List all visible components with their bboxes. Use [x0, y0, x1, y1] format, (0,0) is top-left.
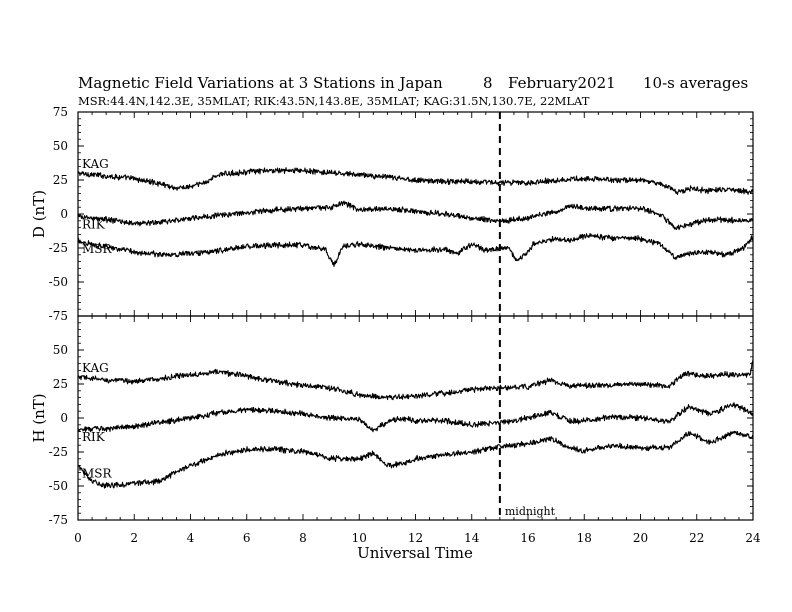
x-tick-label: 0 [74, 531, 82, 545]
chart-day: 8 [483, 74, 493, 92]
y-tick-label: 75 [53, 105, 68, 119]
y-tick-label: 50 [53, 343, 68, 357]
y-axis-label: H (nT) [30, 393, 48, 442]
y-tick-label: 25 [53, 377, 68, 391]
x-tick-label: 20 [633, 531, 648, 545]
series-label-kag: KAG [82, 157, 109, 171]
series-line-rik [77, 200, 754, 231]
y-tick-label: -75 [49, 513, 68, 527]
chart-averaging: 10-s averages [643, 74, 748, 92]
y-tick-label: -50 [49, 275, 68, 289]
series-line-kag [77, 359, 754, 401]
series-label-rik: RIK [82, 430, 106, 444]
y-tick-label: 0 [60, 207, 68, 221]
series-line-rik [77, 402, 754, 433]
y-tick-label: 0 [60, 411, 68, 425]
chart-subtitle: MSR:44.4N,142.3E, 35MLAT; RIK:43.5N,143.… [78, 94, 590, 108]
x-axis-label: Universal Time [357, 544, 473, 562]
x-tick-label: 14 [464, 531, 480, 545]
x-tick-label: 22 [689, 531, 704, 545]
series-line-kag [77, 167, 754, 195]
y-tick-label: -50 [49, 479, 68, 493]
midnight-label: midnight [505, 505, 556, 518]
chart-date: February2021 [508, 74, 616, 92]
y-tick-label: -25 [49, 241, 68, 255]
chart-title: Magnetic Field Variations at 3 Stations … [78, 74, 443, 92]
x-tick-label: 4 [187, 531, 195, 545]
y-tick-label: 50 [53, 139, 68, 153]
x-tick-label: 12 [408, 531, 423, 545]
x-tick-label: 8 [299, 531, 307, 545]
h-component-panel: 50 25 0 -25 -50 -75 H (nT) KAG RIK MSR [30, 315, 754, 527]
series-line-msr [77, 430, 754, 489]
x-tick-label: 10 [352, 531, 367, 545]
series-label-msr: MSR [82, 242, 113, 256]
y-tick-label: 25 [53, 173, 68, 187]
x-tick-label: 6 [243, 531, 251, 545]
series-label-rik: RIK [82, 218, 106, 232]
series-label-msr: MSR [82, 467, 113, 481]
series-label-kag: KAG [82, 361, 109, 375]
x-tick-label: 24 [745, 531, 761, 545]
x-tick-label: 16 [520, 531, 535, 545]
x-axis: 0 2 4 6 8 10 12 14 16 18 20 22 24 [74, 531, 761, 545]
x-tick-label: 2 [130, 531, 138, 545]
series-line-msr [77, 233, 754, 267]
y-tick-label: -75 [49, 309, 68, 323]
y-axis-label: D (nT) [30, 190, 48, 238]
x-tick-label: 18 [577, 531, 592, 545]
y-tick-label: -25 [49, 445, 68, 459]
